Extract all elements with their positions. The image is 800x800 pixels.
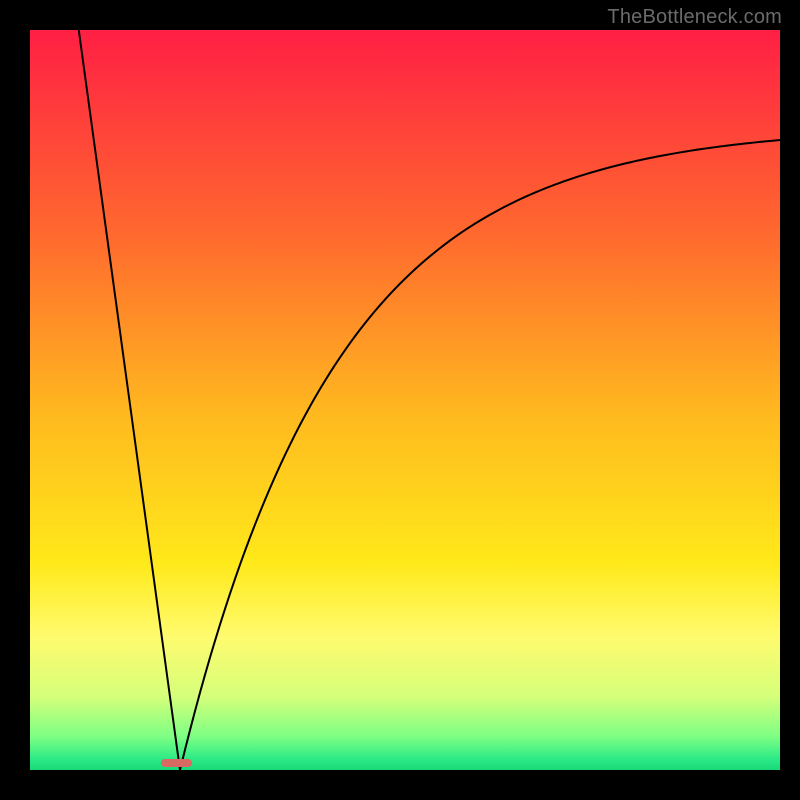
curve-path — [79, 30, 780, 770]
bottleneck-curve — [30, 30, 780, 770]
optimal-marker — [161, 759, 193, 767]
chart-frame: TheBottleneck.com — [0, 0, 800, 800]
watermark-text: TheBottleneck.com — [607, 6, 782, 29]
plot-area — [30, 30, 780, 770]
